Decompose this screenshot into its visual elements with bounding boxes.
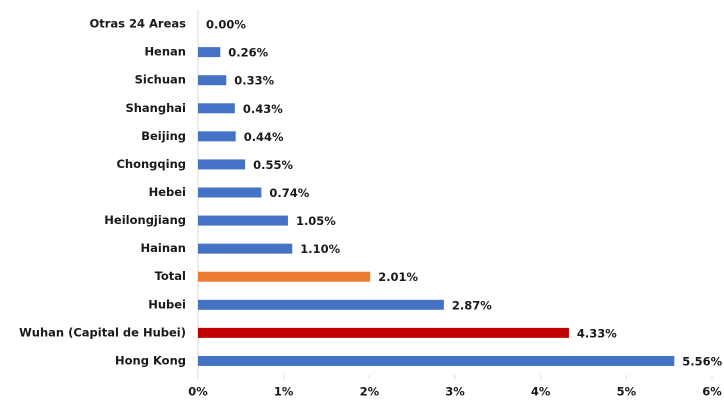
y-tick-label: Heilongjiang — [104, 213, 186, 227]
x-tick-label: 0% — [188, 385, 208, 399]
x-tick-label: 6% — [702, 385, 722, 399]
value-label: 0.00% — [206, 18, 246, 32]
x-tick-label: 3% — [445, 385, 465, 399]
y-tick-label: Henan — [144, 45, 186, 59]
y-tick-label: Otras 24 Areas — [89, 17, 186, 31]
y-tick-label: Hubei — [148, 297, 186, 311]
y-tick-label: Wuhan (Capital de Hubei) — [19, 325, 186, 339]
x-tick-label: 5% — [617, 385, 637, 399]
bar — [198, 131, 236, 142]
y-tick-label: Hong Kong — [115, 353, 186, 367]
y-tick-label: Total — [155, 269, 186, 283]
y-tick-label: Chongqing — [116, 157, 186, 171]
value-label: 2.01% — [378, 270, 418, 284]
bar — [198, 159, 246, 170]
bar — [198, 299, 444, 310]
value-label: 0.74% — [269, 186, 309, 200]
value-label: 0.55% — [253, 158, 293, 172]
value-label: 1.10% — [300, 242, 340, 256]
value-label: 4.33% — [577, 326, 617, 340]
bar — [198, 75, 227, 86]
value-label: 1.05% — [296, 214, 336, 228]
bar — [198, 327, 569, 338]
y-tick-label: Beijing — [141, 129, 186, 143]
value-label: 2.87% — [452, 298, 492, 312]
bar — [198, 103, 235, 114]
x-tick-label: 1% — [274, 385, 294, 399]
bar — [198, 215, 288, 226]
bar — [198, 243, 293, 254]
y-tick-label: Hebei — [149, 185, 186, 199]
bar — [198, 187, 262, 198]
bar — [198, 271, 371, 282]
y-tick-label: Hainan — [141, 241, 186, 255]
x-tick-label: 2% — [360, 385, 380, 399]
value-label: 0.33% — [234, 74, 274, 88]
bar — [198, 47, 221, 58]
value-label: 0.26% — [228, 46, 268, 60]
bar — [198, 355, 675, 366]
y-tick-label: Shanghai — [125, 101, 186, 115]
y-tick-label: Sichuan — [135, 73, 186, 87]
value-label: 5.56% — [682, 354, 722, 368]
value-label: 0.44% — [244, 130, 284, 144]
x-tick-label: 4% — [531, 385, 551, 399]
value-label: 0.43% — [243, 102, 283, 116]
